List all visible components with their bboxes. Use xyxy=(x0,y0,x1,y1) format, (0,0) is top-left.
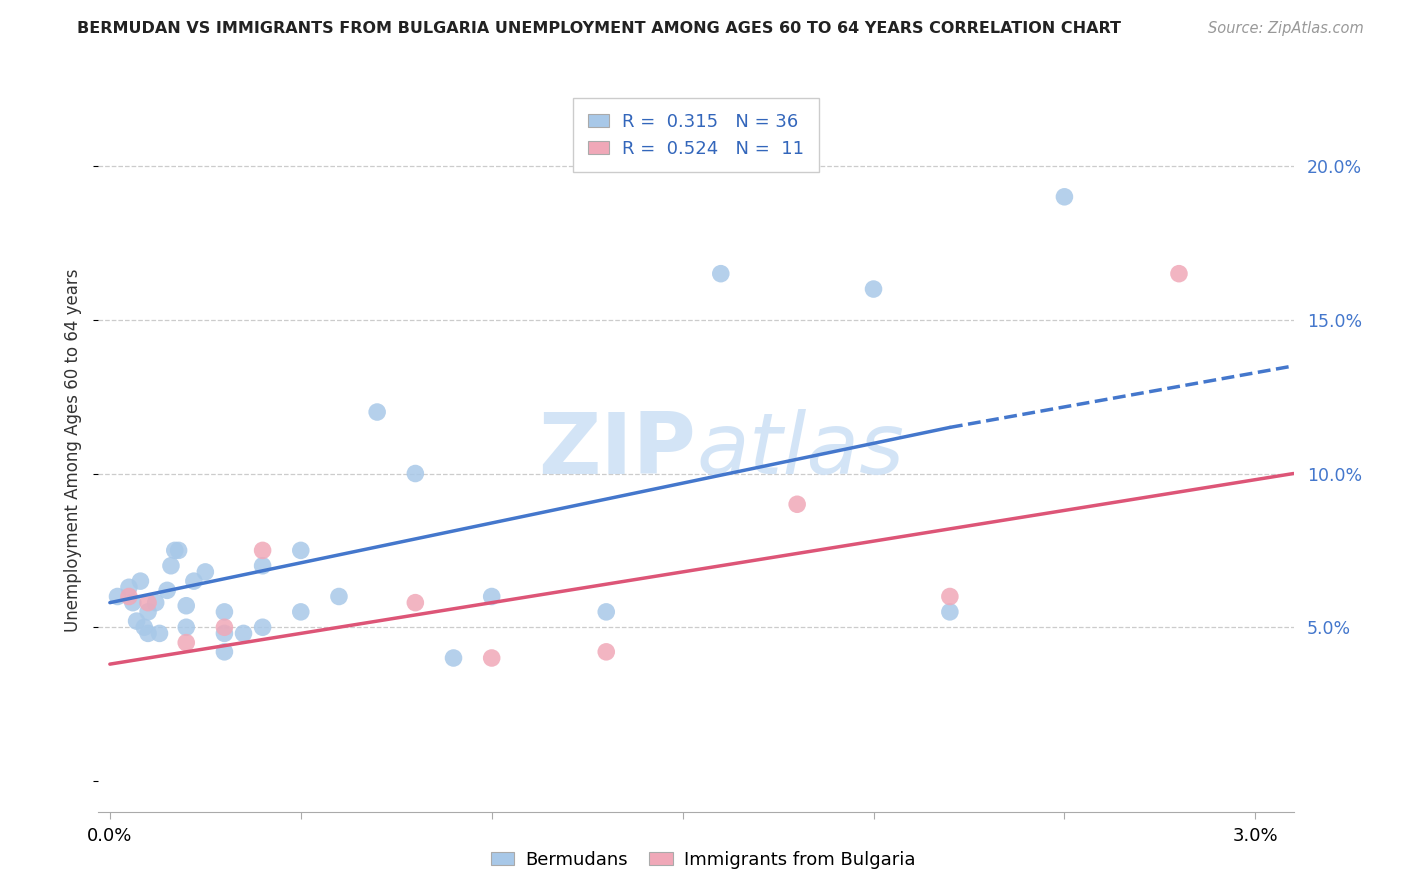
Point xyxy=(136,605,159,619)
Point xyxy=(328,590,350,604)
Point xyxy=(366,405,388,419)
Point xyxy=(136,626,159,640)
Point xyxy=(134,620,156,634)
Point xyxy=(595,605,617,619)
Point xyxy=(1053,190,1076,204)
Point xyxy=(214,620,236,634)
Point xyxy=(145,596,167,610)
Point xyxy=(125,614,148,628)
Point xyxy=(252,558,274,573)
Text: Source: ZipAtlas.com: Source: ZipAtlas.com xyxy=(1208,21,1364,37)
Point xyxy=(252,543,274,558)
Point xyxy=(252,620,274,634)
Point xyxy=(121,596,143,610)
Text: BERMUDAN VS IMMIGRANTS FROM BULGARIA UNEMPLOYMENT AMONG AGES 60 TO 64 YEARS CORR: BERMUDAN VS IMMIGRANTS FROM BULGARIA UNE… xyxy=(77,21,1122,37)
Point xyxy=(160,558,183,573)
Point xyxy=(290,605,312,619)
Point xyxy=(404,467,426,481)
Point xyxy=(136,596,159,610)
Point xyxy=(167,543,190,558)
Text: ZIP: ZIP xyxy=(538,409,696,492)
Point xyxy=(786,497,808,511)
Point xyxy=(118,580,141,594)
Point xyxy=(290,543,312,558)
Legend: Bermudans, Immigrants from Bulgaria: Bermudans, Immigrants from Bulgaria xyxy=(484,844,922,876)
Point xyxy=(183,574,205,588)
Text: atlas: atlas xyxy=(696,409,904,492)
Point xyxy=(174,635,197,649)
Point xyxy=(1168,267,1191,281)
Point xyxy=(214,626,236,640)
Point xyxy=(939,605,962,619)
Point xyxy=(107,590,129,604)
Point xyxy=(862,282,884,296)
Point xyxy=(174,620,197,634)
Point xyxy=(404,596,426,610)
Y-axis label: Unemployment Among Ages 60 to 64 years: Unemployment Among Ages 60 to 64 years xyxy=(65,268,83,632)
Point xyxy=(481,651,503,665)
Point xyxy=(156,583,179,598)
Point xyxy=(129,574,152,588)
Point xyxy=(710,267,733,281)
Point xyxy=(174,599,197,613)
Legend: R =  0.315   N = 36, R =  0.524   N =  11: R = 0.315 N = 36, R = 0.524 N = 11 xyxy=(574,98,818,172)
Point xyxy=(481,590,503,604)
Point xyxy=(163,543,186,558)
Point xyxy=(939,590,962,604)
Point xyxy=(214,605,236,619)
Point xyxy=(194,565,217,579)
Point xyxy=(443,651,465,665)
Point xyxy=(232,626,254,640)
Point xyxy=(214,645,236,659)
Point xyxy=(118,590,141,604)
Point xyxy=(148,626,170,640)
Point xyxy=(595,645,617,659)
